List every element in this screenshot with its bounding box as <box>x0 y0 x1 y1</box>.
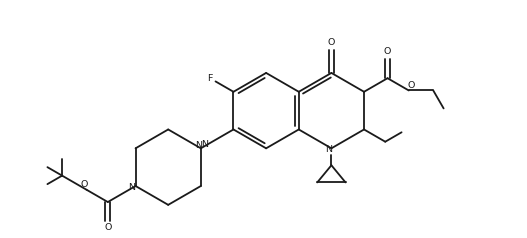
Text: O: O <box>407 81 415 90</box>
Text: N: N <box>194 141 202 150</box>
Text: O: O <box>384 47 391 56</box>
Text: O: O <box>328 38 335 47</box>
Text: O: O <box>81 179 88 188</box>
Text: O: O <box>104 223 112 232</box>
Text: F: F <box>208 74 213 83</box>
Text: N: N <box>201 140 208 149</box>
Text: N: N <box>129 183 135 192</box>
Text: N: N <box>325 145 333 154</box>
